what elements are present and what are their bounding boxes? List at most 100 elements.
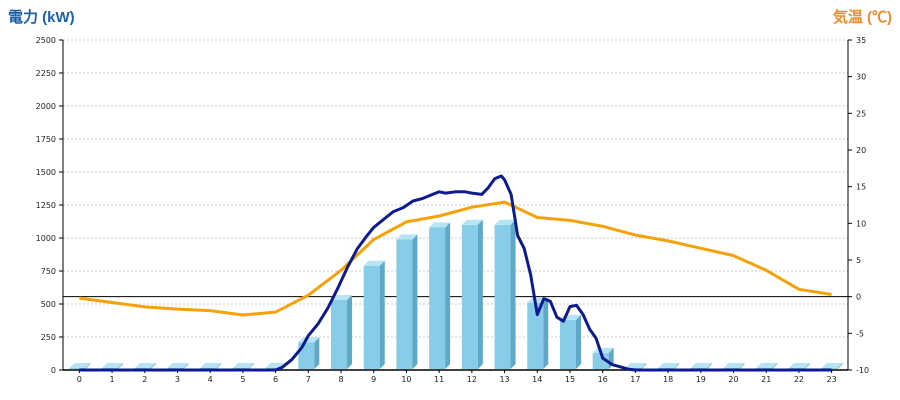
left-tick-label: 2250 xyxy=(36,69,56,78)
x-tick-label: 17 xyxy=(630,375,640,384)
x-tick-label: 18 xyxy=(663,375,673,384)
x-tick-label: 8 xyxy=(338,375,343,384)
power-bar xyxy=(756,363,778,369)
bar-top xyxy=(658,363,680,368)
x-tick-label: 13 xyxy=(499,375,509,384)
bar-top xyxy=(396,234,418,240)
x-tick-label: 0 xyxy=(77,375,82,384)
grid-layer xyxy=(63,39,848,338)
bar-side xyxy=(216,363,222,369)
bar-top xyxy=(821,363,843,368)
left-tick-label: 1500 xyxy=(36,168,56,177)
power-bar xyxy=(592,347,614,369)
bar-side xyxy=(804,363,810,369)
power-bar xyxy=(134,363,156,369)
x-tick-label: 11 xyxy=(434,375,444,384)
bar-side xyxy=(772,363,778,369)
bar-layer xyxy=(69,219,843,369)
bar-top xyxy=(134,363,156,368)
bar-side xyxy=(85,363,91,369)
bar-side xyxy=(445,222,451,369)
x-tick-label: 6 xyxy=(273,375,278,384)
left-tick-label: 500 xyxy=(41,300,56,309)
x-tick-label: 14 xyxy=(532,375,542,384)
power-bar xyxy=(363,260,385,369)
bar-front xyxy=(331,300,348,369)
power-bar xyxy=(723,363,745,369)
bar-front xyxy=(494,224,511,369)
bar-side xyxy=(543,297,549,369)
bar-side xyxy=(118,363,124,369)
bar-side xyxy=(183,363,189,369)
bar-side xyxy=(575,314,581,369)
bar-side xyxy=(837,363,843,369)
bar-top xyxy=(723,363,745,368)
x-tick-label: 12 xyxy=(467,375,477,384)
power-bar xyxy=(461,219,483,369)
x-tick-label: 1 xyxy=(110,375,115,384)
bar-front xyxy=(69,368,86,369)
left-axis-title: 電力 (kW) xyxy=(8,8,75,26)
x-tick-label: 21 xyxy=(761,375,771,384)
bar-top xyxy=(200,363,222,368)
power-line xyxy=(79,174,832,372)
left-tick-label: 1250 xyxy=(36,201,56,210)
left-tick-label: 2000 xyxy=(36,102,56,111)
power-bar xyxy=(102,363,124,369)
bar-top xyxy=(690,363,712,368)
bar-top xyxy=(363,260,385,266)
x-tick-label: 4 xyxy=(208,375,213,384)
right-tick-label: 35 xyxy=(856,36,866,45)
bar-top xyxy=(461,219,483,225)
bar-side xyxy=(674,363,680,369)
bar-top xyxy=(788,363,810,368)
bar-side xyxy=(510,219,516,369)
x-tick-label: 23 xyxy=(827,375,837,384)
power-bar xyxy=(200,363,222,369)
right-axis-title: 気温 (℃) xyxy=(833,8,892,26)
power-bar xyxy=(788,363,810,369)
x-tick-label: 5 xyxy=(240,375,245,384)
bar-front xyxy=(592,352,609,369)
bar-top xyxy=(102,363,124,368)
bar-top xyxy=(625,363,647,368)
right-tick-label: 10 xyxy=(856,219,866,228)
right-tick-label: -5 xyxy=(856,329,864,338)
right-tick-label: 25 xyxy=(856,109,866,118)
x-tick-label: 16 xyxy=(598,375,608,384)
bar-front xyxy=(461,224,478,369)
bar-front xyxy=(363,265,380,369)
right-tick-label: 20 xyxy=(856,146,866,155)
bar-front xyxy=(559,319,576,369)
bar-top xyxy=(298,337,320,343)
power-bar xyxy=(690,363,712,369)
x-tick-label: 3 xyxy=(175,375,180,384)
power-bar xyxy=(298,337,320,369)
bar-top xyxy=(69,363,91,368)
bar-side xyxy=(150,363,156,369)
x-tick-label: 19 xyxy=(696,375,706,384)
left-tick-label: 0 xyxy=(51,366,56,375)
bar-side xyxy=(347,295,353,369)
x-tick-label: 22 xyxy=(794,375,804,384)
right-tick-label: -10 xyxy=(856,366,869,375)
label-layer: 02505007501000125015001750200022502500-1… xyxy=(36,36,869,384)
x-tick-label: 9 xyxy=(371,375,376,384)
bar-top xyxy=(331,295,353,301)
bar-side xyxy=(739,363,745,369)
x-tick-label: 2 xyxy=(142,375,147,384)
right-tick-label: 15 xyxy=(856,183,866,192)
x-tick-label: 15 xyxy=(565,375,575,384)
left-tick-label: 2500 xyxy=(36,36,56,45)
power-bar xyxy=(331,295,353,369)
bar-side xyxy=(248,363,254,369)
bar-side xyxy=(314,337,320,369)
axis-layer xyxy=(59,39,852,373)
right-tick-label: 0 xyxy=(856,293,861,302)
bar-side xyxy=(412,234,418,369)
x-tick-label: 7 xyxy=(306,375,311,384)
power-bar xyxy=(658,363,680,369)
left-tick-label: 1750 xyxy=(36,135,56,144)
